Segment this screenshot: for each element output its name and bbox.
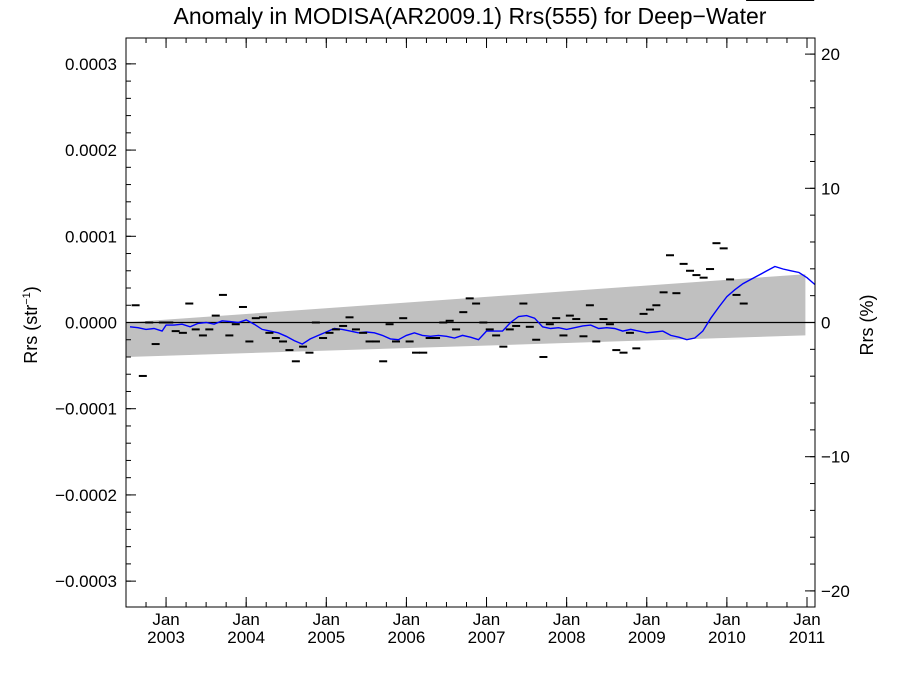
x-tick-month: Jan [393,610,420,629]
x-tick-year: 2003 [147,628,185,647]
left-tick-label: −0.0002 [55,486,117,505]
chart-title: Anomaly in MODISA(AR2009.1) Rrs(555) for… [174,3,767,29]
confidence-band [126,274,806,357]
left-tick-label: −0.0001 [55,400,117,419]
x-tick-month: Jan [313,610,340,629]
x-tick-year: 2008 [548,628,586,647]
y-axis-label-left-sup: −1 [21,292,33,305]
x-tick-year: 2010 [708,628,746,647]
monthly-points-layer [131,0,815,377]
x-tick-month: Jan [793,610,820,629]
left-tick-label: 0.0001 [65,227,117,246]
left-tick-label: 0.0003 [65,55,117,74]
y-axis-label-left-end: ) [21,286,41,292]
right-tick-label: 0 [821,314,830,333]
x-tick-month: Jan [633,610,660,629]
left-tick-label: −0.0003 [55,572,117,591]
x-tick-year: 2004 [227,628,265,647]
y-axis-label-left-main: Rrs (str [21,305,41,364]
right-tick-label: 10 [821,179,840,198]
x-tick-month: Jan [553,610,580,629]
y-axis-label-right: Rrs (%) [857,295,877,356]
x-tick-year: 2007 [468,628,506,647]
right-axis: 20 10 0 −10 −20 [805,45,850,601]
left-axis: 0.0003 0.0002 0.0001 0.0000 −0.0001 −0.0002 −0… [55,55,136,591]
left-tick-label: 0.0002 [65,141,117,160]
x-tick-month: Jan [152,610,179,629]
x-tick-month: Jan [713,610,740,629]
left-tick-label: 0.0000 [65,314,117,333]
x-axis: Jan2003Jan2004Jan2005Jan2006Jan2007Jan20… [125,38,826,647]
x-tick-year: 2005 [307,628,345,647]
smoothed-series-line [129,265,816,345]
x-tick-month: Jan [473,610,500,629]
right-tick-label: 20 [821,45,840,64]
x-tick-year: 2011 [789,628,826,647]
right-tick-label: −20 [821,582,850,601]
smoothed-series-layer [129,265,816,345]
confidence-band-layer [126,274,806,357]
x-tick-month: Jan [232,610,259,629]
x-tick-year: 2006 [387,628,425,647]
y-axis-label-left: Rrs (str−1) [21,286,41,364]
x-tick-year: 2009 [628,628,666,647]
right-tick-label: −10 [821,448,850,467]
plot-area [126,0,816,377]
